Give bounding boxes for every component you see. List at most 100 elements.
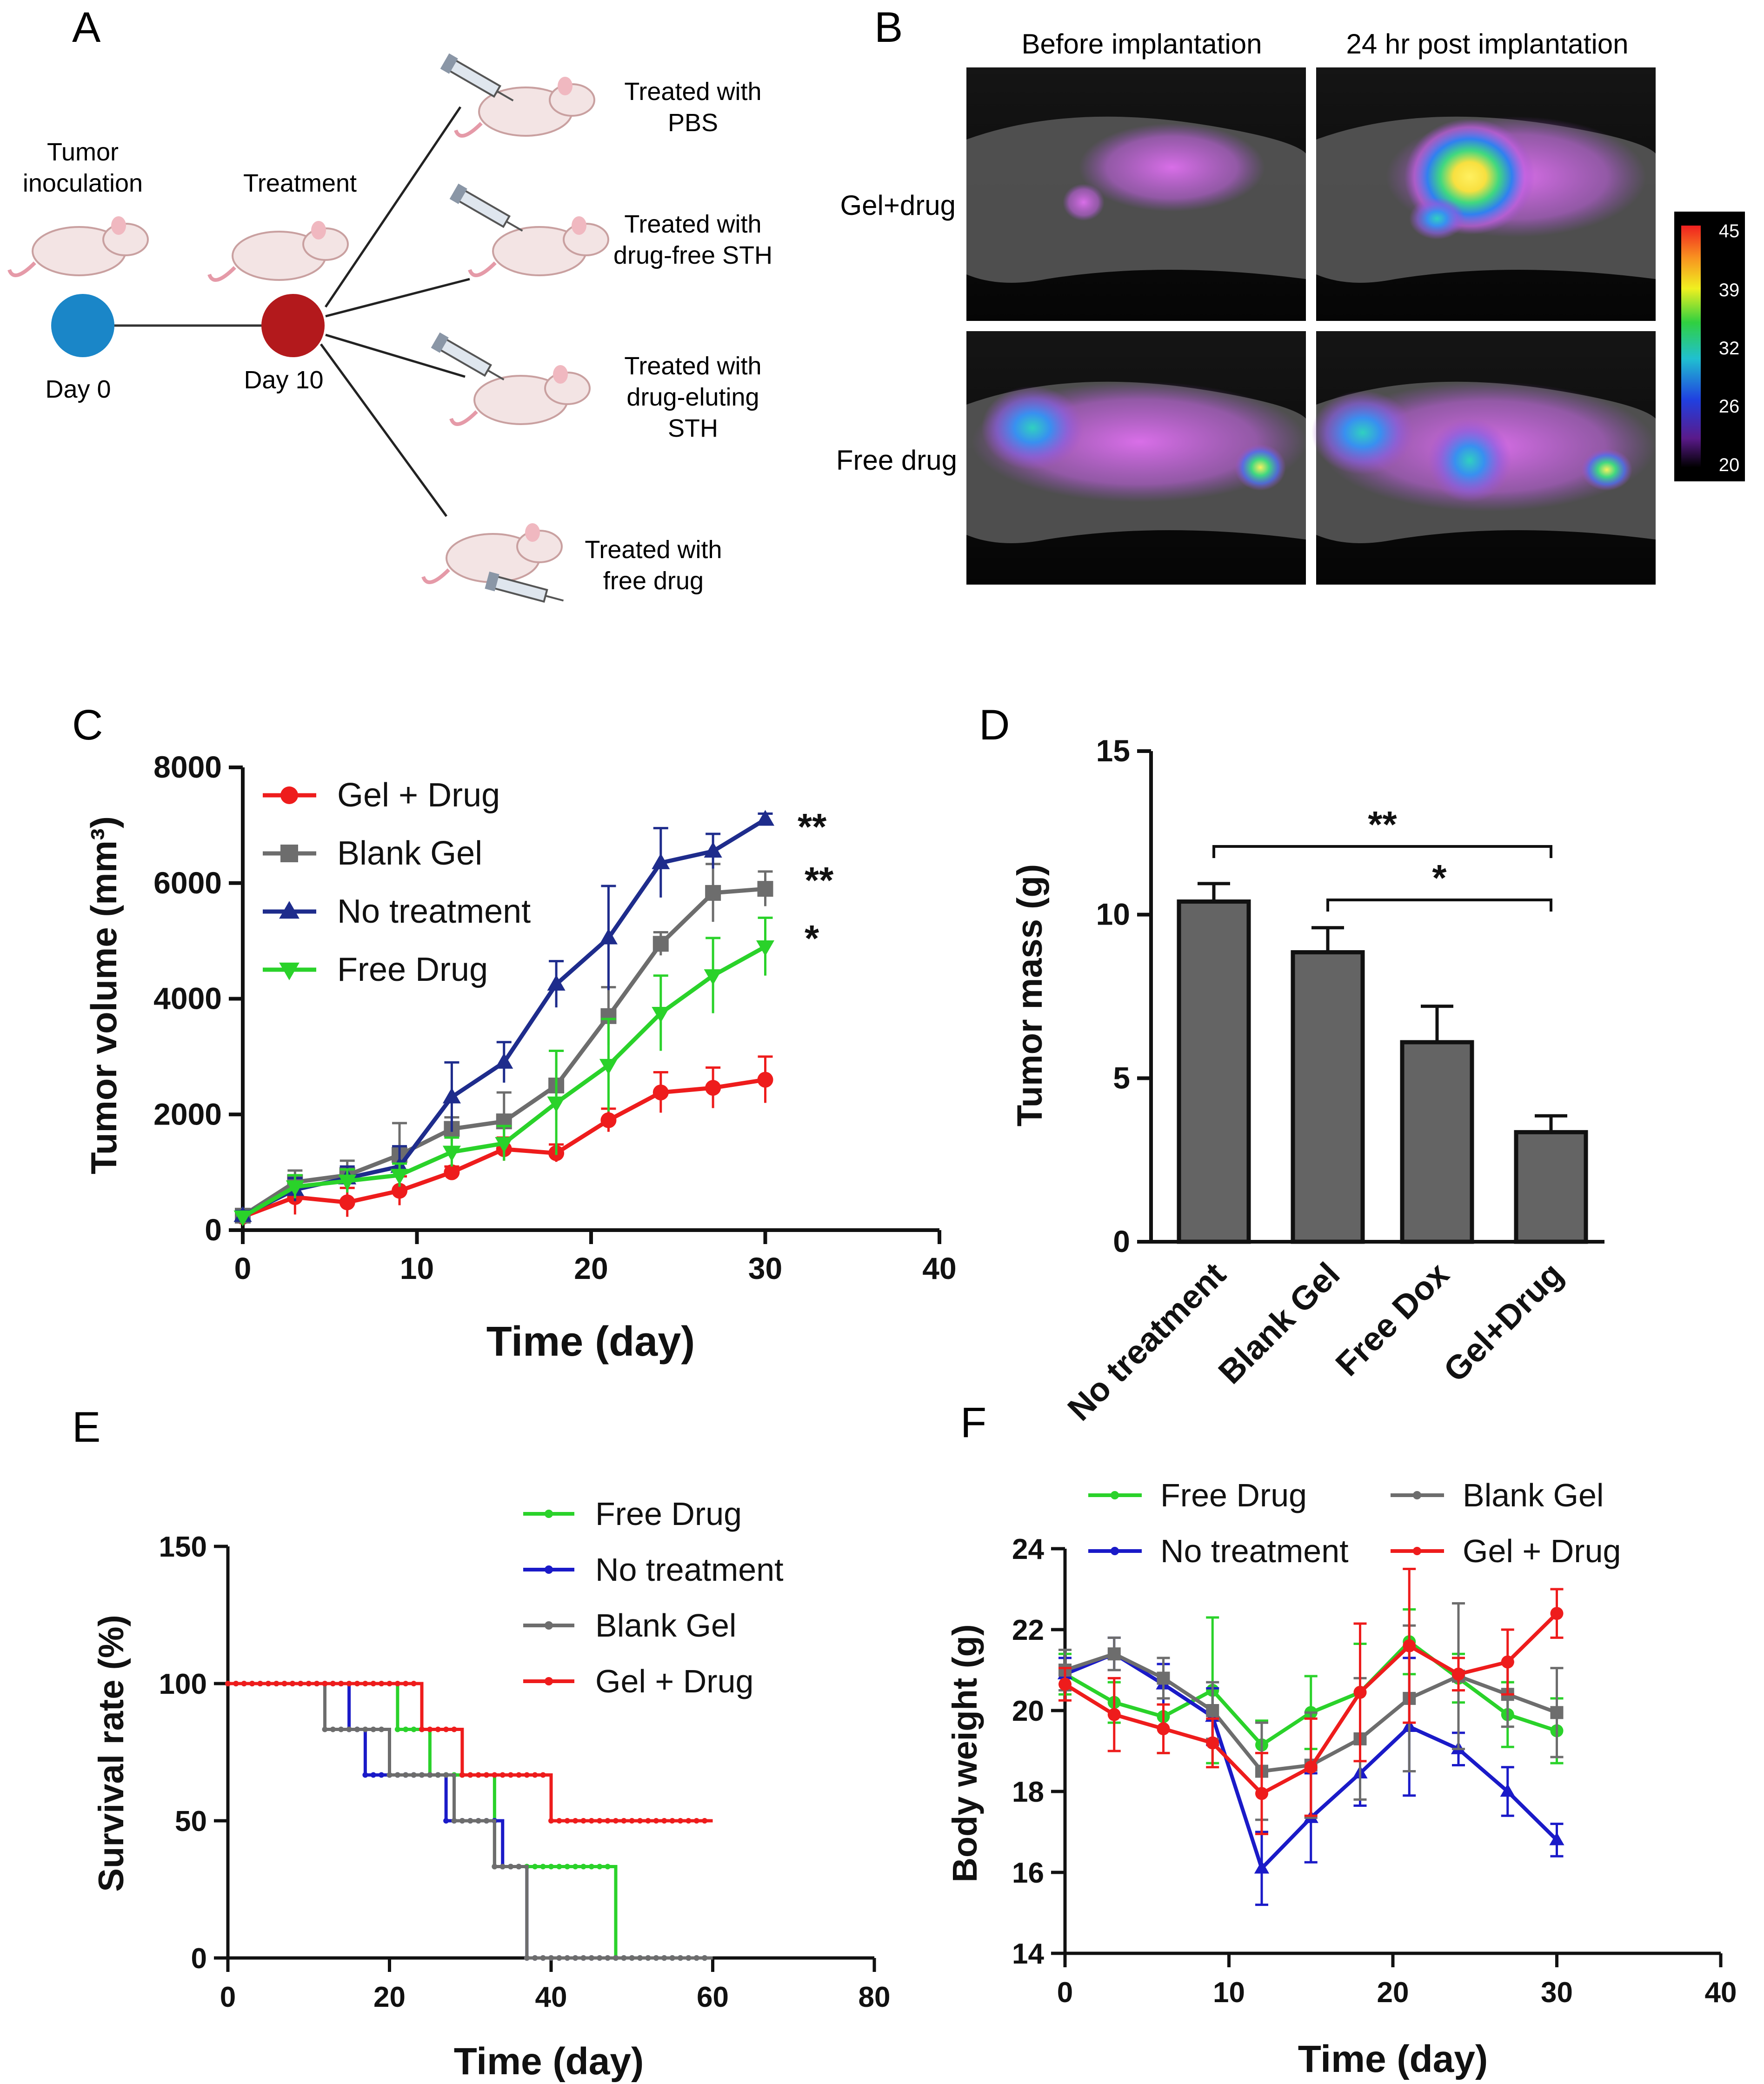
image-gel-after	[1316, 67, 1656, 321]
y-tick-label: 20	[1012, 1695, 1044, 1727]
y-tick-label: 4000	[153, 981, 222, 1016]
censor-mark	[556, 1818, 562, 1824]
data-point	[1501, 1655, 1514, 1669]
data-point	[442, 1145, 461, 1162]
day10-label: Day 10	[244, 366, 323, 394]
legend-marker	[279, 962, 300, 980]
data-point	[1157, 1671, 1170, 1685]
censor-mark	[524, 1772, 530, 1778]
censor-mark	[411, 1726, 417, 1732]
legend-marker	[545, 1565, 553, 1574]
legend-label: Blank Gel	[595, 1607, 736, 1644]
panel-b: B Before implantation 24 hr post implant…	[836, 4, 1745, 585]
panel-a-letter: A	[72, 4, 101, 51]
censor-mark	[678, 1818, 683, 1824]
censor-mark	[435, 1772, 441, 1778]
panel-f-letter: F	[960, 1399, 986, 1446]
data-point	[652, 936, 669, 952]
censor-mark	[637, 1818, 643, 1824]
survival-step-line	[228, 1682, 713, 1960]
legend-marker	[280, 845, 298, 862]
data-point	[757, 881, 773, 897]
y-tick-label: 5	[1113, 1060, 1130, 1095]
data-point	[1107, 1708, 1121, 1721]
data-point	[547, 975, 566, 991]
censor-mark	[548, 1955, 554, 1961]
y-tick-label: 0	[1113, 1224, 1130, 1258]
legend-marker	[280, 786, 298, 804]
panel-e-letter: E	[72, 1404, 100, 1451]
x-axis-title: Time (day)	[454, 2040, 644, 2083]
censor-mark	[306, 1681, 312, 1686]
data-point	[1107, 1647, 1121, 1661]
censor-mark	[403, 1772, 409, 1778]
colorbar-tick: 45	[1719, 221, 1740, 241]
censor-mark	[580, 1955, 586, 1961]
censor-mark	[386, 1772, 393, 1778]
x-tick-label: 20	[574, 1251, 608, 1285]
data-point	[1157, 1722, 1170, 1736]
censor-mark	[370, 1772, 376, 1778]
censor-mark	[379, 1772, 385, 1778]
x-tick-label: 30	[1541, 1977, 1573, 2009]
censor-mark	[605, 1818, 611, 1824]
censor-mark	[686, 1955, 692, 1961]
y-tick-label: 150	[159, 1531, 207, 1563]
censor-mark	[548, 1864, 554, 1870]
data-point	[652, 853, 670, 869]
y-tick-label: 16	[1012, 1857, 1044, 1889]
y-tick-label: 10	[1096, 897, 1130, 932]
y-axis-title: Tumor volume (mm³)	[83, 816, 124, 1174]
censor-mark	[346, 1726, 352, 1732]
censor-mark	[588, 1955, 594, 1961]
censor-mark	[419, 1772, 425, 1778]
censor-mark	[548, 1818, 554, 1824]
x-tick-label: 40	[1705, 1977, 1737, 2009]
group-4-line-1: Treated with	[585, 536, 722, 564]
x-category-label: Free Dox	[1329, 1256, 1456, 1383]
data-point	[495, 1137, 513, 1153]
tumor-inoculation-label-2: inoculation	[23, 169, 143, 197]
censor-mark	[330, 1726, 336, 1732]
group-1-line-2: PBS	[668, 109, 718, 137]
y-tick-label: 8000	[153, 750, 222, 784]
censor-mark	[556, 1955, 562, 1961]
censor-mark	[564, 1955, 570, 1961]
censor-mark	[629, 1955, 635, 1961]
data-point	[1550, 1706, 1564, 1719]
group-2-line-1: Treated with	[624, 210, 761, 238]
mouse-icon	[207, 221, 349, 282]
censor-mark	[241, 1681, 247, 1686]
day0-label: Day 0	[45, 375, 111, 403]
censor-mark	[572, 1864, 579, 1870]
censor-mark	[394, 1726, 400, 1732]
bar	[1514, 1130, 1588, 1244]
censor-mark	[702, 1955, 708, 1961]
legend-label: Free Drug	[1160, 1477, 1307, 1513]
y-tick-label: 2000	[153, 1097, 222, 1131]
data-point	[1304, 1760, 1318, 1774]
legend-marker	[1111, 1491, 1119, 1499]
censor-mark	[661, 1955, 667, 1961]
censor-mark	[524, 1955, 530, 1961]
censor-mark	[605, 1955, 611, 1961]
data-point	[1255, 1787, 1268, 1800]
data-point	[704, 969, 722, 985]
censor-mark	[597, 1955, 603, 1961]
censor-mark	[678, 1955, 683, 1961]
group-2-line-2: drug-free STH	[613, 241, 772, 269]
censor-mark	[532, 1955, 538, 1961]
censor-mark	[613, 1955, 619, 1961]
x-tick-label: 20	[373, 1981, 406, 2013]
group-3-line-2: drug-eluting	[626, 383, 759, 411]
censor-mark	[362, 1726, 368, 1732]
significance-mark: *	[1432, 857, 1447, 899]
y-tick-label: 18	[1012, 1776, 1044, 1808]
significance-bracket	[1212, 845, 1552, 858]
panel-c-letter: C	[72, 701, 103, 749]
censor-mark	[435, 1726, 441, 1732]
x-category-label: Blank Gel	[1212, 1256, 1347, 1391]
censor-mark	[411, 1681, 417, 1686]
legend-marker	[545, 1621, 553, 1630]
